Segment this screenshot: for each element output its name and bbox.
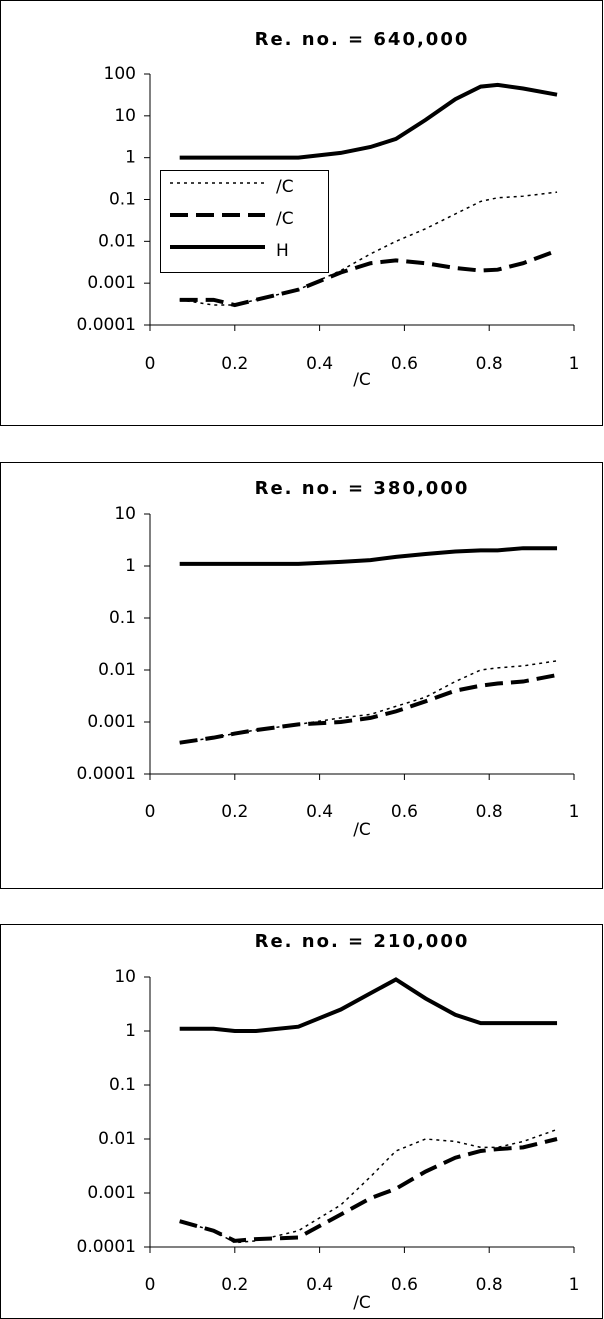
- x-tick-label: 0: [145, 1275, 156, 1295]
- y-tick-label: 0.0001: [77, 764, 136, 784]
- x-tick-label: 1: [569, 1275, 580, 1295]
- x-tick-label: 0.8: [476, 1275, 503, 1295]
- x-tick-label: 0.2: [221, 1275, 248, 1295]
- y-tick-label: 10: [114, 504, 136, 524]
- series-line: [179, 546, 558, 566]
- x-tick-label: 0.8: [476, 354, 503, 374]
- chart-title: Re. no. = 210,000: [255, 931, 470, 952]
- series-line: [179, 1128, 558, 1244]
- chart-frame: [0, 0, 603, 426]
- x-tick-label: 0.4: [306, 354, 333, 374]
- series-line: [179, 977, 558, 1033]
- series-line: [179, 248, 558, 308]
- y-tick-label: 1: [125, 1021, 136, 1041]
- x-tick-label: 0.4: [306, 1275, 333, 1295]
- chart-title: Re. no. = 640,000: [255, 29, 470, 50]
- y-tick-label: 1: [125, 556, 136, 576]
- y-tick-label: 1: [125, 148, 136, 168]
- y-tick-label: 0.1: [109, 608, 136, 628]
- x-tick-label: 0: [145, 802, 156, 822]
- series-line: [179, 82, 558, 160]
- x-axis-label: /C: [353, 370, 371, 390]
- series-line: [179, 1137, 558, 1243]
- x-tick-label: 0.8: [476, 802, 503, 822]
- x-tick-label: 0.6: [391, 1275, 418, 1295]
- x-axis-label: /C: [353, 1293, 371, 1313]
- y-tick-label: 0.001: [87, 712, 136, 732]
- x-tick-label: 0: [145, 354, 156, 374]
- x-tick-label: 1: [569, 802, 580, 822]
- series-line: [179, 191, 558, 306]
- series-line: [179, 673, 558, 745]
- chart-title: Re. no. = 380,000: [255, 478, 470, 499]
- y-tick-label: 0.1: [109, 190, 136, 210]
- legend-label: /C: [276, 177, 294, 197]
- y-tick-label: 0.001: [87, 273, 136, 293]
- x-axis-label: /C: [353, 820, 371, 840]
- y-tick-label: 0.01: [98, 231, 136, 251]
- y-tick-label: 0.01: [98, 660, 136, 680]
- x-tick-label: 0.4: [306, 802, 333, 822]
- y-tick-label: 10: [114, 106, 136, 126]
- legend-label: H: [276, 241, 289, 261]
- x-tick-label: 0.6: [391, 802, 418, 822]
- y-tick-label: 0.1: [109, 1075, 136, 1095]
- chart-frame: [0, 924, 603, 1319]
- x-tick-label: 0.6: [391, 354, 418, 374]
- x-tick-label: 0.2: [221, 354, 248, 374]
- y-tick-label: 0.01: [98, 1129, 136, 1149]
- legend-box: [160, 170, 329, 273]
- chart-frame: [0, 462, 603, 889]
- y-tick-label: 100: [104, 64, 136, 84]
- x-tick-label: 0.2: [221, 802, 248, 822]
- y-tick-label: 0.001: [87, 1183, 136, 1203]
- y-tick-label: 0.0001: [77, 315, 136, 335]
- series-line: [179, 660, 558, 744]
- y-tick-label: 10: [114, 967, 136, 987]
- x-tick-label: 1: [569, 354, 580, 374]
- y-tick-label: 0.0001: [77, 1237, 136, 1257]
- legend-label: /C: [276, 209, 294, 229]
